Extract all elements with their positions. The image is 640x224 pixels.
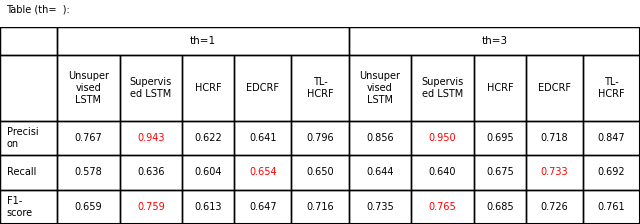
Bar [526, 121, 583, 155]
Bar [583, 190, 640, 224]
Text: 0.604: 0.604 [195, 167, 222, 177]
Text: Unsuper
vised
LSTM: Unsuper vised LSTM [359, 71, 401, 105]
Text: 0.759: 0.759 [137, 202, 165, 212]
Bar [120, 155, 182, 190]
Bar [182, 121, 234, 155]
Bar [583, 121, 640, 155]
Text: 0.733: 0.733 [541, 167, 568, 177]
Text: Unsuper
vised
LSTM: Unsuper vised LSTM [68, 71, 109, 105]
Text: HCRF: HCRF [486, 83, 513, 93]
Bar [349, 56, 411, 121]
Bar [411, 121, 474, 155]
Text: 0.613: 0.613 [195, 202, 222, 212]
Text: F1-
score: F1- score [7, 196, 33, 218]
Text: 0.641: 0.641 [249, 133, 276, 143]
Bar [411, 155, 474, 190]
Bar [291, 155, 349, 190]
Bar [526, 155, 583, 190]
Bar [57, 56, 120, 121]
Text: HCRF: HCRF [195, 83, 221, 93]
Bar [234, 190, 291, 224]
Text: Table (th=  ):: Table (th= ): [6, 4, 70, 15]
Text: 0.622: 0.622 [195, 133, 222, 143]
Text: 0.765: 0.765 [429, 202, 456, 212]
Bar [349, 121, 411, 155]
Text: Precisi
on: Precisi on [7, 127, 38, 149]
Bar [349, 27, 640, 56]
Bar [120, 121, 182, 155]
Text: EDCRF: EDCRF [246, 83, 280, 93]
Text: 0.767: 0.767 [74, 133, 102, 143]
Text: 0.726: 0.726 [541, 202, 568, 212]
Bar [182, 56, 234, 121]
Text: 0.675: 0.675 [486, 167, 514, 177]
Bar [291, 121, 349, 155]
Text: 0.856: 0.856 [366, 133, 394, 143]
Bar [349, 155, 411, 190]
Text: 0.640: 0.640 [429, 167, 456, 177]
Bar [0, 121, 57, 155]
Text: 0.685: 0.685 [486, 202, 514, 212]
Bar [411, 190, 474, 224]
Bar [57, 190, 120, 224]
Text: Supervis
ed LSTM: Supervis ed LSTM [421, 77, 463, 99]
Bar [120, 56, 182, 121]
Text: 0.735: 0.735 [366, 202, 394, 212]
Text: th=1: th=1 [189, 36, 216, 46]
Bar [526, 56, 583, 121]
Text: 0.796: 0.796 [306, 133, 334, 143]
Text: 0.943: 0.943 [137, 133, 164, 143]
Bar [349, 190, 411, 224]
Bar [583, 155, 640, 190]
Bar [57, 121, 120, 155]
Bar [0, 155, 57, 190]
Text: th=3: th=3 [481, 36, 508, 46]
Text: Supervis
ed LSTM: Supervis ed LSTM [130, 77, 172, 99]
Text: 0.692: 0.692 [598, 167, 625, 177]
Bar [57, 155, 120, 190]
Text: 0.659: 0.659 [74, 202, 102, 212]
Text: 0.647: 0.647 [249, 202, 276, 212]
Bar [0, 56, 57, 121]
Text: 0.718: 0.718 [541, 133, 568, 143]
Bar [120, 190, 182, 224]
Text: TL-
HCRF: TL- HCRF [598, 77, 625, 99]
Bar [411, 56, 474, 121]
Bar [474, 121, 526, 155]
Bar [0, 190, 57, 224]
Text: 0.644: 0.644 [366, 167, 394, 177]
Bar [234, 56, 291, 121]
Text: 0.695: 0.695 [486, 133, 514, 143]
Text: TL-
HCRF: TL- HCRF [307, 77, 333, 99]
Bar [526, 190, 583, 224]
Text: EDCRF: EDCRF [538, 83, 571, 93]
Text: 0.847: 0.847 [598, 133, 625, 143]
Text: Recall: Recall [7, 167, 36, 177]
Text: 0.654: 0.654 [249, 167, 276, 177]
Bar [182, 155, 234, 190]
Bar [291, 56, 349, 121]
Bar [474, 155, 526, 190]
Bar [234, 121, 291, 155]
Bar [474, 190, 526, 224]
Text: 0.636: 0.636 [137, 167, 164, 177]
Text: 0.578: 0.578 [74, 167, 102, 177]
Bar [583, 56, 640, 121]
Text: 0.650: 0.650 [306, 167, 334, 177]
Text: 0.716: 0.716 [306, 202, 334, 212]
Bar [0, 27, 57, 56]
Bar [474, 56, 526, 121]
Text: 0.950: 0.950 [429, 133, 456, 143]
Bar [234, 155, 291, 190]
Text: 0.761: 0.761 [598, 202, 625, 212]
Bar [291, 190, 349, 224]
Bar [57, 27, 349, 56]
Bar [182, 190, 234, 224]
